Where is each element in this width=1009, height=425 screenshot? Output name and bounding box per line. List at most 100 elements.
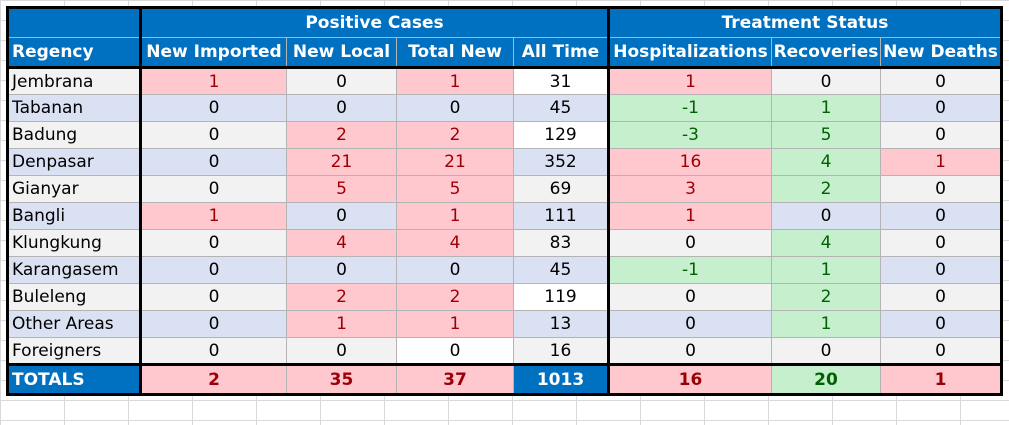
regency-cell: Bangli bbox=[6, 202, 141, 230]
new-deaths-cell: 0 bbox=[880, 256, 1003, 284]
column-header-row: Regency New Imported New Local Total New… bbox=[6, 37, 1003, 69]
col-header-new-local: New Local bbox=[286, 37, 397, 69]
table-row: Gianyar 0 5 5 69 3 2 0 bbox=[6, 175, 1003, 203]
col-header-new-deaths: New Deaths bbox=[880, 37, 1003, 69]
new-deaths-cell: 1 bbox=[880, 148, 1003, 176]
table-row: Klungkung 0 4 4 83 0 4 0 bbox=[6, 229, 1003, 257]
new-local-cell: 2 bbox=[286, 283, 397, 311]
regency-cell: Denpasar bbox=[6, 148, 141, 176]
hospitalizations-cell: 0 bbox=[607, 310, 772, 338]
hospitalizations-cell: -1 bbox=[607, 94, 772, 122]
totals-label: TOTALS bbox=[6, 363, 141, 396]
new-deaths-cell: 0 bbox=[880, 94, 1003, 122]
regency-cell: Buleleng bbox=[6, 283, 141, 311]
total-new-imported: 2 bbox=[139, 363, 287, 396]
new-deaths-cell: 0 bbox=[880, 229, 1003, 257]
recoveries-cell: 0 bbox=[771, 67, 881, 95]
hospitalizations-cell: 16 bbox=[607, 148, 772, 176]
total-new-deaths: 1 bbox=[880, 363, 1003, 396]
hospitalizations-cell: -1 bbox=[607, 256, 772, 284]
new-local-cell: 4 bbox=[286, 229, 397, 257]
new-local-cell: 0 bbox=[286, 67, 397, 95]
new-deaths-cell: 0 bbox=[880, 337, 1003, 365]
new-imported-cell: 1 bbox=[139, 202, 287, 230]
col-header-recoveries: Recoveries bbox=[771, 37, 881, 69]
table-row: Other Areas 0 1 1 13 0 1 0 bbox=[6, 310, 1003, 338]
new-imported-cell: 0 bbox=[139, 148, 287, 176]
new-deaths-cell: 0 bbox=[880, 202, 1003, 230]
new-deaths-cell: 0 bbox=[880, 283, 1003, 311]
new-imported-cell: 0 bbox=[139, 337, 287, 365]
table-row: Karangasem 0 0 0 45 -1 1 0 bbox=[6, 256, 1003, 284]
new-local-cell: 21 bbox=[286, 148, 397, 176]
recoveries-cell: 0 bbox=[771, 337, 881, 365]
regency-cell: Badung bbox=[6, 121, 141, 149]
table-row: Denpasar 0 21 21 352 16 4 1 bbox=[6, 148, 1003, 176]
recoveries-cell: 2 bbox=[771, 175, 881, 203]
total-new-cell: 4 bbox=[396, 229, 514, 257]
regency-cell: Jembrana bbox=[6, 67, 141, 95]
regency-cell: Gianyar bbox=[6, 175, 141, 203]
all-time-cell: 111 bbox=[513, 202, 609, 230]
hospitalizations-cell: 0 bbox=[607, 229, 772, 257]
hospitalizations-cell: 0 bbox=[607, 283, 772, 311]
total-new-local: 35 bbox=[286, 363, 397, 396]
hospitalizations-cell: 0 bbox=[607, 337, 772, 365]
total-new-cell: 0 bbox=[396, 94, 514, 122]
col-header-all-time: All Time bbox=[513, 37, 609, 69]
new-local-cell: 0 bbox=[286, 94, 397, 122]
hospitalizations-cell: -3 bbox=[607, 121, 772, 149]
table-row: Tabanan 0 0 0 45 -1 1 0 bbox=[6, 94, 1003, 122]
total-new-cell: 1 bbox=[396, 202, 514, 230]
new-deaths-cell: 0 bbox=[880, 310, 1003, 338]
new-deaths-cell: 0 bbox=[880, 67, 1003, 95]
total-total-new: 37 bbox=[396, 363, 514, 396]
group-header-row: Positive Cases Treatment Status bbox=[6, 6, 1003, 38]
new-imported-cell: 0 bbox=[139, 175, 287, 203]
all-time-cell: 13 bbox=[513, 310, 609, 338]
new-imported-cell: 0 bbox=[139, 121, 287, 149]
all-time-cell: 352 bbox=[513, 148, 609, 176]
new-local-cell: 5 bbox=[286, 175, 397, 203]
all-time-cell: 129 bbox=[513, 121, 609, 149]
regency-cell: Karangasem bbox=[6, 256, 141, 284]
hospitalizations-cell: 1 bbox=[607, 67, 772, 95]
regency-cell: Tabanan bbox=[6, 94, 141, 122]
total-recoveries: 20 bbox=[771, 363, 881, 396]
recoveries-cell: 1 bbox=[771, 94, 881, 122]
col-header-hospitalizations: Hospitalizations bbox=[607, 37, 772, 69]
new-imported-cell: 0 bbox=[139, 229, 287, 257]
new-local-cell: 2 bbox=[286, 121, 397, 149]
total-new-cell: 5 bbox=[396, 175, 514, 203]
hospitalizations-cell: 3 bbox=[607, 175, 772, 203]
table-row: Jembrana 1 0 1 31 1 0 0 bbox=[6, 67, 1003, 95]
table-row: Foreigners 0 0 0 16 0 0 0 bbox=[6, 337, 1003, 365]
total-new-cell: 1 bbox=[396, 310, 514, 338]
table-row: Bangli 1 0 1 111 1 0 0 bbox=[6, 202, 1003, 230]
col-header-total-new: Total New bbox=[396, 37, 514, 69]
regency-cell: Klungkung bbox=[6, 229, 141, 257]
group-header-blank bbox=[6, 6, 141, 38]
total-new-cell: 0 bbox=[396, 337, 514, 365]
hospitalizations-cell: 1 bbox=[607, 202, 772, 230]
new-local-cell: 0 bbox=[286, 256, 397, 284]
total-hospitalizations: 16 bbox=[607, 363, 772, 396]
all-time-cell: 45 bbox=[513, 94, 609, 122]
recoveries-cell: 4 bbox=[771, 148, 881, 176]
new-imported-cell: 0 bbox=[139, 283, 287, 311]
table-row: Buleleng 0 2 2 119 0 2 0 bbox=[6, 283, 1003, 311]
group-header-treatment-status: Treatment Status bbox=[607, 6, 1003, 38]
new-imported-cell: 0 bbox=[139, 256, 287, 284]
recoveries-cell: 1 bbox=[771, 310, 881, 338]
new-imported-cell: 0 bbox=[139, 310, 287, 338]
new-imported-cell: 0 bbox=[139, 94, 287, 122]
new-deaths-cell: 0 bbox=[880, 121, 1003, 149]
all-time-cell: 119 bbox=[513, 283, 609, 311]
group-header-positive-cases: Positive Cases bbox=[139, 6, 609, 38]
col-header-new-imported: New Imported bbox=[139, 37, 287, 69]
total-new-cell: 0 bbox=[396, 256, 514, 284]
total-new-cell: 2 bbox=[396, 283, 514, 311]
all-time-cell: 83 bbox=[513, 229, 609, 257]
recoveries-cell: 1 bbox=[771, 256, 881, 284]
